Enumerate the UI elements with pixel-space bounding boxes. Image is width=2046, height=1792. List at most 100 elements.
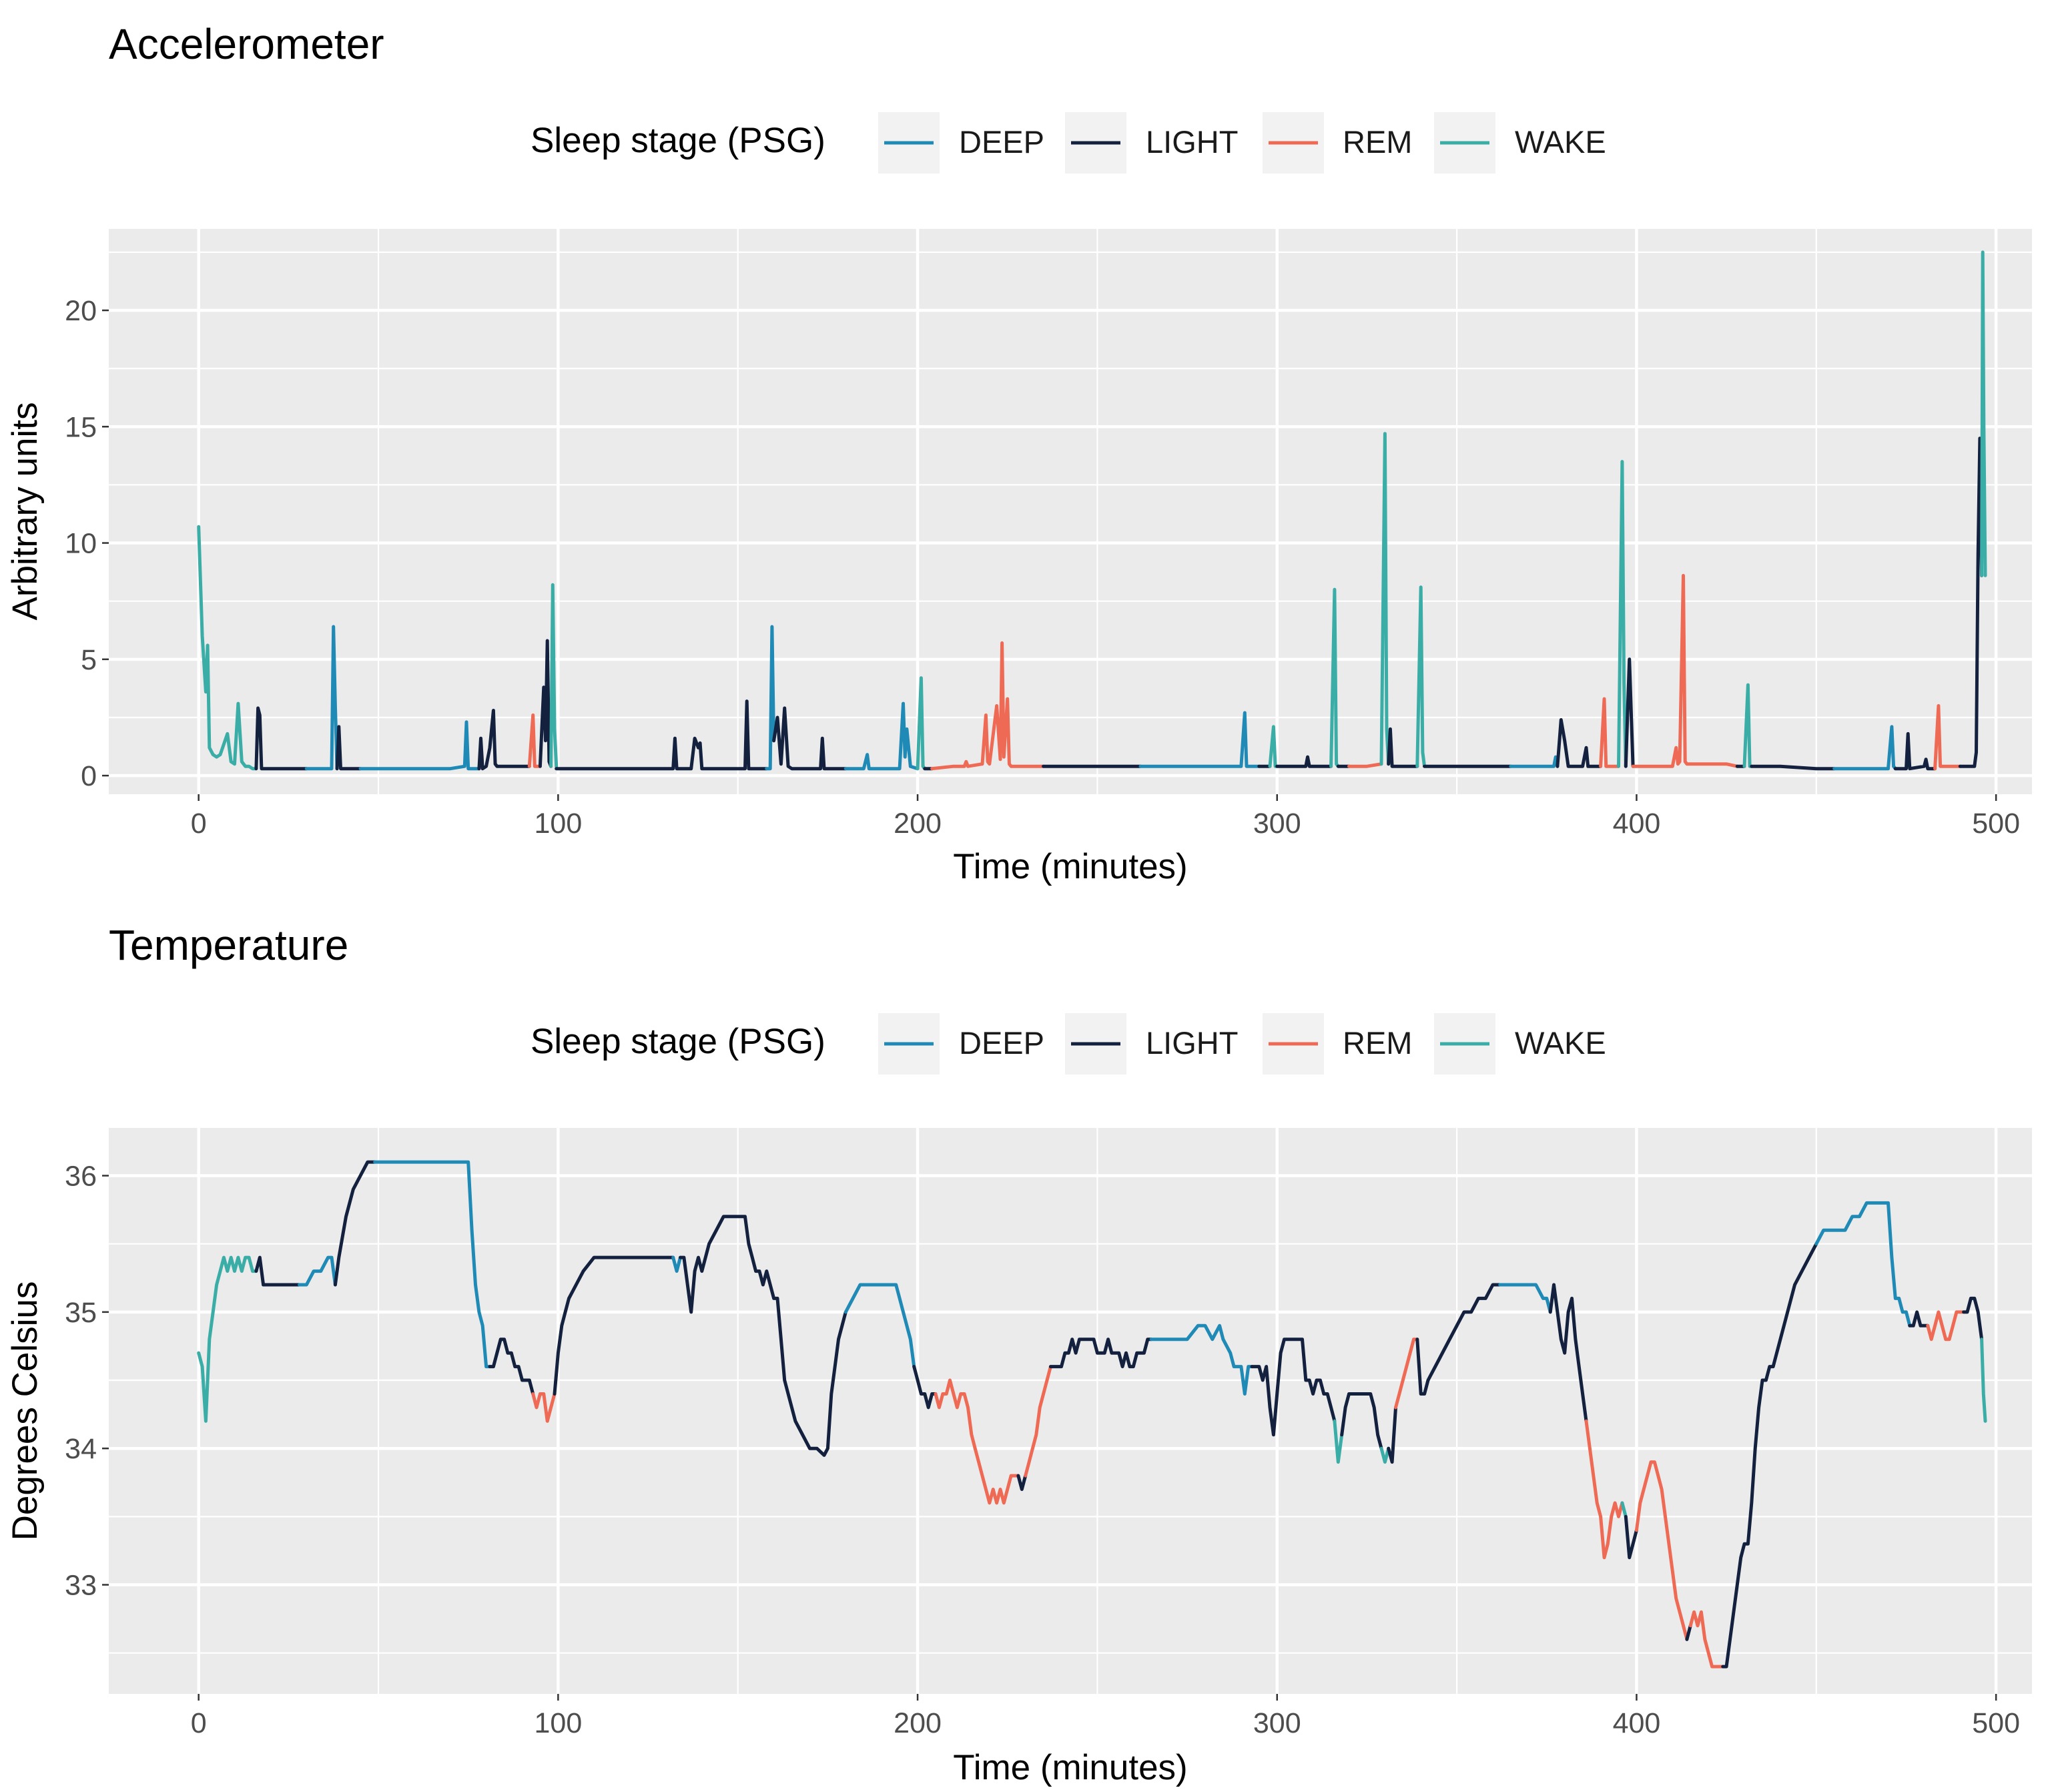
series-light — [553, 1255, 675, 1396]
legend-key-wake: WAKE — [1434, 112, 1606, 174]
legend-title: Sleep stage (PSG) — [531, 121, 825, 160]
series-light — [1893, 731, 1937, 771]
series-light — [1387, 727, 1419, 768]
series-deep — [1149, 1323, 1254, 1396]
series-light — [477, 709, 531, 771]
y-tick-label: 20 — [65, 295, 97, 327]
x-tick-label: 400 — [1613, 1707, 1661, 1739]
series-light — [1624, 657, 1635, 768]
x-tick-label: 500 — [1972, 1707, 2020, 1739]
series-rem — [527, 713, 542, 768]
series-rem — [1933, 704, 1962, 771]
series-light — [1275, 755, 1333, 768]
series-deep — [298, 1255, 337, 1287]
series-light — [254, 1255, 301, 1287]
series-deep — [765, 625, 776, 771]
series-rem — [1347, 762, 1383, 768]
series-deep — [1814, 1201, 1912, 1327]
y-tick-label: 0 — [81, 760, 97, 792]
series-light — [1958, 436, 1984, 768]
series-lines — [197, 250, 1987, 771]
legend-label-light: LIGHT — [1146, 1025, 1238, 1061]
series-light — [335, 725, 362, 771]
y-tick-label: 34 — [65, 1433, 97, 1465]
legend-label-wake: WAKE — [1515, 1025, 1606, 1061]
legend: Sleep stage (PSG) DEEP LIGHT REM WAKE — [531, 112, 1606, 174]
legend-key-light: LIGHT — [1065, 112, 1238, 174]
chart-title: Accelerometer — [109, 20, 384, 68]
series-wake — [197, 1255, 258, 1423]
legend-key-rem: REM — [1263, 112, 1412, 174]
x-tick-label: 300 — [1253, 1707, 1301, 1739]
y-tick-label: 5 — [81, 644, 97, 676]
legend-title: Sleep stage (PSG) — [531, 1022, 825, 1061]
series-rem — [1926, 1310, 1966, 1341]
x-tick-label: 200 — [894, 808, 942, 840]
x-axis-title: Time (minutes) — [953, 1748, 1187, 1787]
y-axis: 0 5 10 15 20 — [65, 295, 109, 792]
y-axis: 33 34 35 36 — [65, 1161, 109, 1602]
legend-label-wake: WAKE — [1515, 124, 1606, 160]
series-deep — [1832, 725, 1897, 771]
x-axis: 0 100 200 300 400 500 — [191, 794, 2020, 840]
series-rem — [1584, 1419, 1624, 1560]
series-rem — [1634, 1460, 1689, 1641]
x-tick-label: 0 — [191, 808, 207, 840]
series-rem — [1688, 1610, 1725, 1669]
series-light — [772, 706, 847, 771]
series-wake — [1415, 585, 1427, 768]
series-light — [1750, 764, 1836, 771]
series-light — [1721, 1242, 1818, 1669]
series-rem — [1631, 573, 1739, 768]
x-tick-label: 200 — [894, 1707, 942, 1739]
plot-panel — [109, 229, 2032, 794]
series-light — [1415, 1283, 1502, 1396]
series-wake — [197, 525, 258, 771]
series-rem — [1024, 1365, 1052, 1478]
x-axis: 0 100 200 300 400 500 — [191, 1694, 2020, 1739]
chart-title: Temperature — [109, 921, 348, 969]
series-wake — [1980, 250, 1987, 577]
series-rem — [934, 1378, 1020, 1505]
y-axis-title: Degrees Celsius — [5, 1281, 45, 1541]
x-axis-title: Time (minutes) — [953, 847, 1187, 886]
legend: Sleep stage (PSG) DEEP LIGHT REM WAKE — [531, 1013, 1606, 1075]
series-light — [1548, 1283, 1588, 1423]
temperature-chart: Temperature Sleep stage (PSG) DEEP LIGHT… — [5, 921, 2032, 1787]
y-tick-label: 15 — [65, 411, 97, 443]
series-wake — [1379, 1446, 1391, 1464]
x-tick-label: 500 — [1972, 808, 2020, 840]
series-deep — [1138, 711, 1261, 768]
series-deep — [304, 625, 339, 771]
legend-key-wake: WAKE — [1434, 1013, 1606, 1075]
legend-label-deep: DEEP — [959, 1025, 1044, 1061]
x-tick-label: 100 — [534, 808, 582, 840]
series-light — [1685, 1624, 1692, 1641]
gridlines — [109, 229, 2032, 794]
series-deep — [373, 1160, 492, 1369]
series-light — [333, 1160, 377, 1287]
legend-label-rem: REM — [1343, 1025, 1412, 1061]
legend-key-deep: DEEP — [878, 112, 1044, 174]
y-tick-label: 33 — [65, 1570, 97, 1602]
series-deep — [1509, 755, 1560, 768]
series-light — [1556, 718, 1603, 768]
series-rem — [531, 1392, 557, 1423]
y-tick-label: 36 — [65, 1161, 97, 1193]
legend-label-deep: DEEP — [959, 124, 1044, 160]
legend-label-light: LIGHT — [1146, 124, 1238, 160]
gridlines — [109, 1128, 2032, 1694]
series-light — [1340, 1392, 1383, 1450]
series-light — [488, 1337, 535, 1396]
series-light — [1250, 1337, 1337, 1437]
legend-key-rem: REM — [1263, 1013, 1412, 1075]
series-rem — [930, 641, 1046, 771]
series-deep — [358, 720, 481, 771]
y-tick-label: 35 — [65, 1297, 97, 1329]
x-tick-label: 400 — [1613, 808, 1661, 840]
series-lines — [197, 1160, 1987, 1669]
x-tick-label: 100 — [534, 1707, 582, 1739]
accelerometer-chart: Accelerometer Sleep stage (PSG) DEEP LIG… — [5, 20, 2032, 886]
series-rem — [1394, 1337, 1419, 1410]
